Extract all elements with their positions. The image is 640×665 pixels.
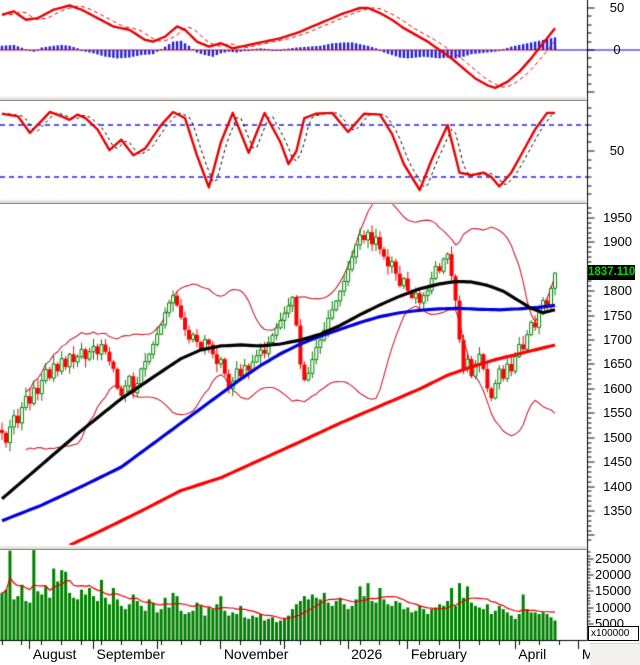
price-axis-label: 1750 [603,307,632,323]
macd-axis-label: 0 [613,42,621,57]
month-label: August [32,646,77,662]
panel-separator-price[interactable] [0,545,587,550]
macd-axis-label: 50 [609,0,625,15]
month-label: September [96,646,165,662]
price-axis-label: 1950 [603,210,632,225]
price-axis-label: 1800 [603,283,632,299]
price-axis-label: 1650 [603,356,632,372]
volume-axis-label: 20000 [595,567,632,582]
month-label: April [518,646,547,662]
volume-axis-label: 10000 [595,599,632,615]
stochastic-axis-label: 50 [609,143,625,158]
price-axis-label: 1600 [603,380,632,396]
volume-axis-label: 15000 [595,583,632,599]
price-axis-label: 1350 [603,502,632,518]
panel-separator-stochastic[interactable] [0,199,587,204]
panel-separator-macd[interactable] [0,96,587,101]
price-axis-label: 1900 [603,234,632,250]
price-axis-label: 1500 [603,429,632,445]
month-label: November [223,646,289,662]
price-axis-label: 1450 [603,454,632,470]
volume-multiplier-label: x100000 [588,626,639,641]
bottom-right-corner-pane [590,643,640,665]
volume-axis-label: 25000 [595,550,632,566]
month-label: February [410,646,467,662]
price-axis-label: 1550 [603,405,632,421]
price-axis-label: 1700 [603,332,632,348]
last-price-badge: 1837.110 [588,265,636,280]
price-axis-label: 1400 [603,478,632,494]
month-label: 2026 [351,646,383,662]
